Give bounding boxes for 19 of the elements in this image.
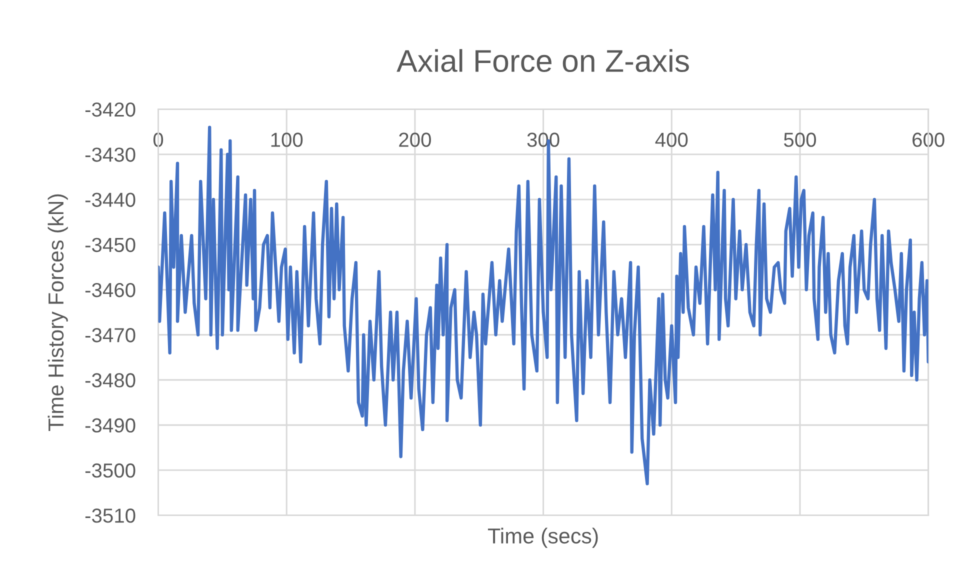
x-tick-label: 600 (912, 132, 944, 147)
x-tick-label: 300 (527, 132, 560, 147)
x-tick-label: 400 (655, 132, 688, 147)
x-axis-title: Time (secs) (488, 528, 598, 548)
y-tick-label: -3450 (85, 238, 136, 252)
x-tick-label: 500 (784, 132, 816, 147)
y-tick-label: -3470 (85, 328, 136, 342)
x-tick-label: 100 (271, 132, 303, 147)
y-tick-label: -3490 (85, 418, 136, 433)
y-tick-label: -3460 (85, 282, 136, 298)
y-tick-label: -3420 (85, 102, 136, 117)
x-tick-label: 200 (399, 132, 431, 147)
y-tick-label: -3440 (85, 192, 136, 207)
y-tick-label: -3500 (85, 463, 136, 478)
y-tick-label: -3480 (85, 373, 136, 388)
y-axis-title: Time History Forces (kN) (48, 194, 68, 431)
chart-title: Axial Force on Z-axis (396, 49, 689, 72)
y-tick-label: -3430 (85, 148, 136, 162)
y-tick-label: -3510 (85, 508, 136, 523)
